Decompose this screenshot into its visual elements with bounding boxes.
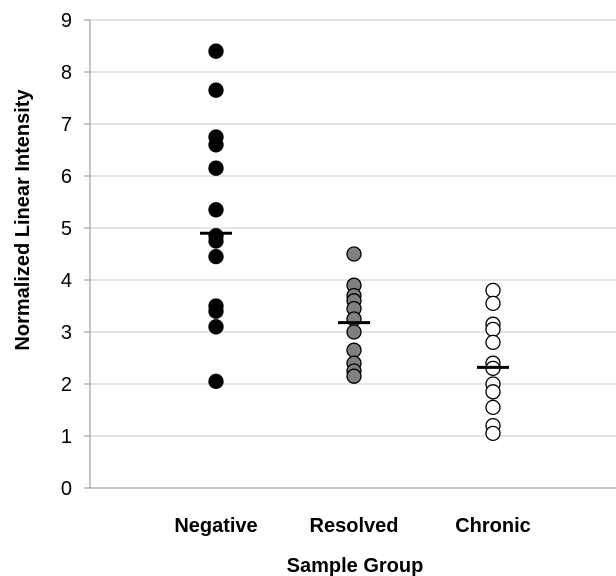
y-tick-label: 0 xyxy=(61,478,72,500)
data-point xyxy=(485,399,501,416)
category-label: Negative xyxy=(174,515,257,537)
y-tick-label: 9 xyxy=(61,10,72,32)
y-tick-label: 8 xyxy=(61,62,72,84)
y-tick-label: 7 xyxy=(61,114,72,136)
axes xyxy=(84,19,616,489)
y-tick-label: 1 xyxy=(61,426,72,448)
y-tick-label: 5 xyxy=(61,218,72,240)
data-point xyxy=(208,160,224,176)
data-point xyxy=(346,246,362,262)
y-tick-labels: 0 1 2 3 4 5 6 7 8 9 xyxy=(61,10,72,500)
data-point xyxy=(485,321,501,338)
data-point xyxy=(485,282,501,299)
gridlines xyxy=(90,19,616,437)
y-tick-label: 4 xyxy=(61,270,72,292)
category-labels: Negative Resolved Chronic xyxy=(174,515,530,537)
data-point xyxy=(208,319,224,335)
data-point xyxy=(485,295,501,312)
data-point xyxy=(208,202,224,218)
data-point xyxy=(208,43,224,59)
data-point xyxy=(208,248,224,265)
data-point xyxy=(346,342,362,358)
data-point xyxy=(208,233,224,249)
data-point xyxy=(346,368,362,384)
data-point xyxy=(208,82,224,98)
data-point xyxy=(346,324,362,340)
y-axis-title: Normalized Linear Intensity xyxy=(12,89,34,351)
data-points xyxy=(208,43,501,442)
x-axis-title: Sample Group xyxy=(287,555,424,576)
data-point xyxy=(485,384,501,400)
y-tick-label: 6 xyxy=(61,166,72,188)
data-point xyxy=(208,303,224,319)
y-tick-label: 2 xyxy=(61,374,72,396)
category-label: Resolved xyxy=(310,515,399,537)
data-point xyxy=(208,373,224,390)
data-point xyxy=(485,425,501,442)
y-tick-label: 3 xyxy=(61,322,72,344)
category-label: Chronic xyxy=(455,515,531,537)
median-markers xyxy=(200,231,509,369)
data-point xyxy=(208,137,224,153)
data-point xyxy=(485,334,501,351)
